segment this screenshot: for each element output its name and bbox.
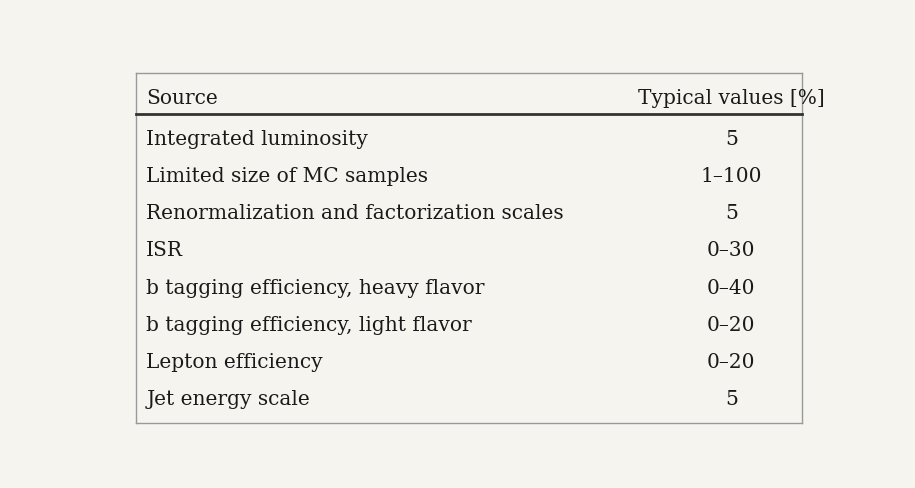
Text: Integrated luminosity: Integrated luminosity [146, 130, 368, 148]
Text: 5: 5 [725, 204, 737, 223]
Text: 5: 5 [725, 389, 737, 408]
Text: Limited size of MC samples: Limited size of MC samples [146, 167, 428, 186]
Text: b tagging efficiency, heavy flavor: b tagging efficiency, heavy flavor [146, 278, 485, 297]
Text: Jet energy scale: Jet energy scale [146, 389, 310, 408]
Text: b tagging efficiency, light flavor: b tagging efficiency, light flavor [146, 315, 472, 334]
Text: 1–100: 1–100 [701, 167, 762, 186]
Text: Typical values [%]: Typical values [%] [638, 88, 824, 107]
Text: Source: Source [146, 88, 218, 107]
Text: 5: 5 [725, 130, 737, 148]
Text: 0–20: 0–20 [707, 352, 756, 371]
Text: Renormalization and factorization scales: Renormalization and factorization scales [146, 204, 564, 223]
Text: 0–30: 0–30 [707, 241, 756, 260]
Text: ISR: ISR [146, 241, 183, 260]
Text: 0–40: 0–40 [707, 278, 756, 297]
Text: Lepton efficiency: Lepton efficiency [146, 352, 323, 371]
Text: 0–20: 0–20 [707, 315, 756, 334]
